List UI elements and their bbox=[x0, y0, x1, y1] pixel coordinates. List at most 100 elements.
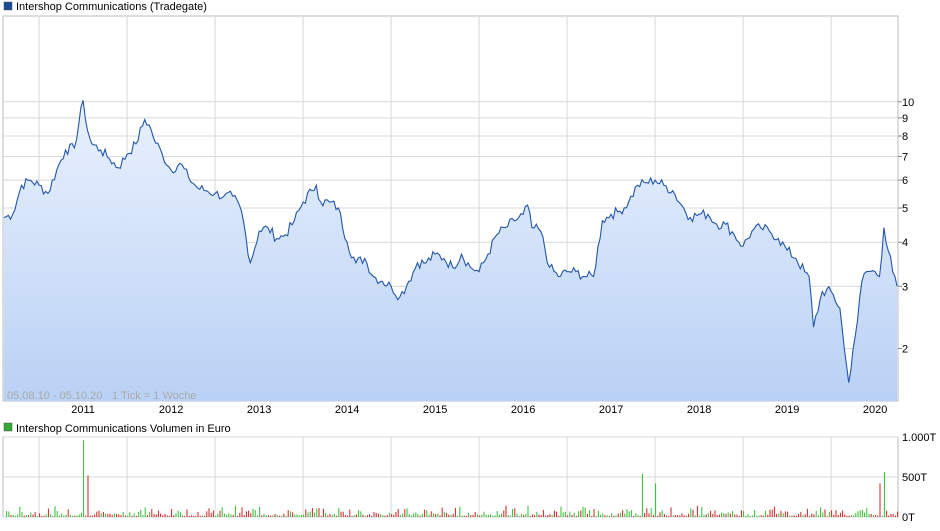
volume-bar bbox=[239, 512, 241, 517]
volume-bar bbox=[877, 515, 879, 517]
price-x-tick-label: 2011 bbox=[71, 404, 95, 416]
volume-bar bbox=[76, 515, 78, 517]
volume-bar bbox=[217, 514, 219, 517]
volume-bar bbox=[162, 515, 164, 517]
volume-bars bbox=[6, 440, 899, 517]
price-y-tick-label: 7 bbox=[902, 151, 908, 163]
volume-bar bbox=[366, 515, 368, 517]
volume-bar bbox=[428, 514, 430, 517]
volume-bar bbox=[681, 513, 683, 517]
volume-bar bbox=[604, 515, 606, 517]
volume-bar bbox=[105, 513, 107, 517]
volume-bar bbox=[639, 515, 641, 517]
price-x-tick-label: 2014 bbox=[335, 404, 359, 416]
price-y-tick-label: 10 bbox=[902, 97, 914, 109]
volume-bar bbox=[520, 513, 522, 517]
volume-bar bbox=[45, 514, 47, 517]
volume-bar bbox=[292, 512, 294, 517]
volume-bar bbox=[670, 507, 672, 517]
volume-bar bbox=[210, 512, 212, 517]
volume-bar bbox=[278, 515, 280, 517]
volume-bar bbox=[353, 515, 355, 517]
volume-bar bbox=[186, 509, 188, 517]
volume-bar bbox=[793, 515, 795, 517]
volume-bar bbox=[419, 515, 421, 517]
volume-bar bbox=[683, 515, 685, 517]
volume-bar bbox=[736, 514, 738, 517]
volume-bar bbox=[615, 515, 617, 517]
volume-bar bbox=[331, 514, 333, 517]
volume-bar bbox=[661, 510, 663, 517]
volume-bar bbox=[782, 513, 784, 517]
volume-bar bbox=[144, 507, 146, 517]
volume-bar bbox=[758, 515, 760, 517]
volume-bar bbox=[485, 514, 487, 517]
volume-bar bbox=[160, 513, 162, 517]
date-range-note: 05.08.10 - 05.10.20 bbox=[7, 390, 102, 402]
volume-bar bbox=[287, 510, 289, 517]
volume-bar bbox=[628, 511, 630, 517]
volume-gridlines bbox=[3, 436, 898, 518]
volume-bar bbox=[168, 515, 170, 517]
volume-bar bbox=[888, 515, 890, 517]
volume-bar bbox=[193, 515, 195, 517]
volume-bar bbox=[710, 510, 712, 517]
price-x-tick-label: 2012 bbox=[159, 404, 183, 416]
volume-bar bbox=[43, 515, 45, 517]
volume-bar bbox=[560, 506, 562, 517]
volume-bar bbox=[536, 512, 538, 517]
volume-bar bbox=[155, 514, 157, 517]
volume-bar bbox=[637, 515, 639, 517]
volume-bar bbox=[725, 513, 727, 517]
volume-bar bbox=[349, 509, 351, 517]
volume-bar bbox=[58, 515, 60, 517]
volume-bar bbox=[465, 515, 467, 517]
volume-bar bbox=[564, 511, 566, 517]
volume-bar bbox=[454, 507, 456, 517]
volume-bar bbox=[613, 515, 615, 517]
volume-bar bbox=[815, 510, 817, 517]
volume-bar bbox=[839, 512, 841, 517]
volume-bar bbox=[892, 513, 894, 517]
volume-bar bbox=[89, 515, 91, 517]
volume-bar bbox=[153, 514, 155, 517]
volume-bar bbox=[305, 509, 307, 517]
volume-bar bbox=[362, 514, 364, 517]
volume-bar bbox=[61, 513, 63, 517]
volume-bar bbox=[743, 511, 745, 517]
volume-bar bbox=[481, 514, 483, 517]
volume-bar bbox=[446, 512, 448, 517]
volume-bar bbox=[771, 509, 773, 517]
volume-bar bbox=[256, 515, 258, 517]
volume-bar bbox=[844, 514, 846, 517]
price-chart-title: Intershop Communications (Tradegate) bbox=[16, 1, 207, 13]
volume-bar bbox=[809, 515, 811, 517]
volume-bar bbox=[718, 514, 720, 517]
volume-bar bbox=[294, 514, 296, 517]
volume-bar bbox=[503, 510, 505, 517]
volume-bar bbox=[848, 515, 850, 517]
volume-bar bbox=[685, 515, 687, 517]
volume-bar bbox=[855, 512, 857, 517]
volume-bar bbox=[861, 509, 863, 517]
volume-bar bbox=[516, 513, 518, 517]
volume-bar bbox=[219, 510, 221, 517]
volume-bar bbox=[318, 508, 320, 517]
price-y-tick-label: 4 bbox=[902, 237, 908, 249]
volume-bar bbox=[212, 510, 214, 517]
volume-bar bbox=[25, 515, 27, 517]
volume-bar bbox=[413, 513, 415, 517]
volume-bar bbox=[67, 509, 69, 517]
volume-bar bbox=[745, 515, 747, 517]
volume-bar bbox=[78, 514, 80, 517]
volume-bar bbox=[850, 515, 852, 517]
volume-bar bbox=[547, 515, 549, 517]
volume-bar bbox=[199, 515, 201, 517]
volume-bar bbox=[261, 515, 263, 517]
volume-bar bbox=[496, 511, 498, 517]
volume-bar bbox=[344, 515, 346, 517]
volume-bar bbox=[593, 508, 595, 517]
volume-bar bbox=[597, 510, 599, 517]
volume-bar bbox=[377, 513, 379, 517]
